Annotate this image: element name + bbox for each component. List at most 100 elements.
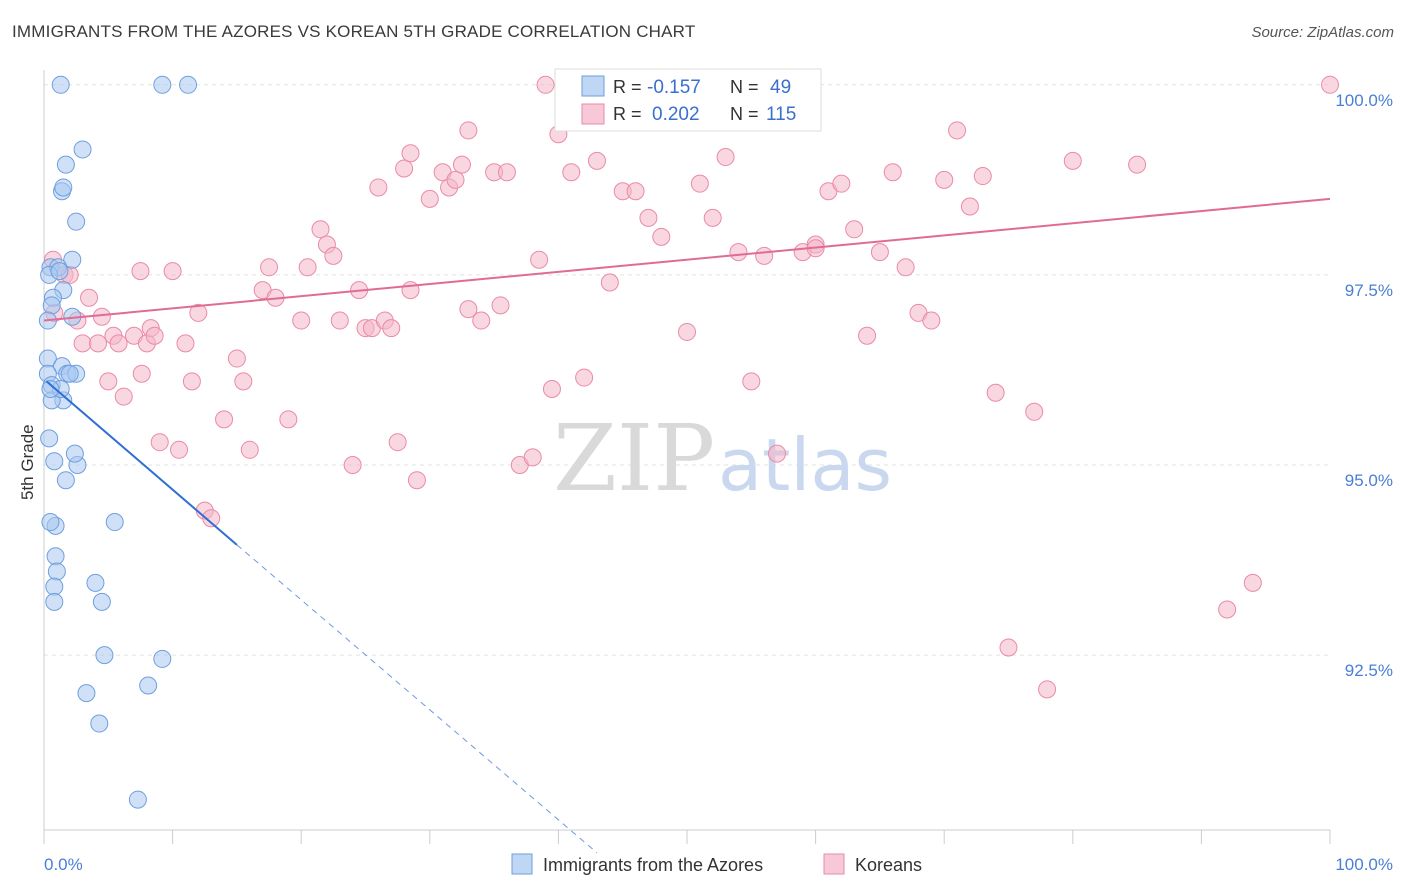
- korean-point: [240, 440, 259, 459]
- chart-title: IMMIGRANTS FROM THE AZORES VS KOREAN 5TH…: [12, 22, 696, 41]
- x-tick-label-max: 100.0%: [1335, 855, 1393, 874]
- korean-point: [948, 121, 967, 140]
- korean-point: [99, 372, 118, 391]
- azores-point: [54, 178, 73, 197]
- korean-point: [1063, 151, 1082, 170]
- korean-point: [542, 379, 561, 398]
- korean-point: [446, 170, 465, 189]
- azores-point: [67, 212, 86, 231]
- x-tick-labels: 0.0% 100.0%: [44, 855, 1393, 874]
- azores-point: [40, 429, 59, 448]
- y-tick-label: 95.0%: [1345, 471, 1393, 490]
- korean-point: [92, 307, 111, 326]
- korean-point: [73, 334, 92, 353]
- azores-point: [139, 676, 158, 695]
- korean-point: [131, 262, 150, 281]
- korean-point: [626, 182, 645, 201]
- korean-point: [227, 349, 246, 368]
- koreans-trend-line: [43, 197, 1331, 322]
- korean-point: [401, 144, 420, 163]
- korean-point: [311, 220, 330, 239]
- azores-point: [42, 296, 61, 315]
- korean-point: [215, 410, 234, 429]
- korean-point: [407, 471, 426, 490]
- korean-point: [279, 410, 298, 429]
- azores-point: [41, 513, 60, 532]
- stats-n-value-koreans: 115: [766, 104, 796, 125]
- azores-point: [86, 573, 105, 592]
- korean-point: [652, 227, 671, 246]
- azores-point: [50, 262, 69, 281]
- legend-label-koreans: Koreans: [855, 855, 922, 875]
- korean-point: [845, 220, 864, 239]
- azores-point: [41, 379, 60, 398]
- legend: Immigrants from the Azores Koreans: [511, 853, 922, 875]
- korean-point: [163, 262, 182, 281]
- stats-swatch-azores: [581, 75, 605, 97]
- korean-point: [986, 383, 1005, 402]
- korean-point: [536, 75, 555, 94]
- azores-point: [105, 513, 124, 532]
- y-tick-label: 97.5%: [1345, 281, 1393, 300]
- x-tick-label-min: 0.0%: [44, 855, 83, 874]
- korean-point: [497, 163, 516, 182]
- korean-point: [176, 334, 195, 353]
- korean-point: [114, 387, 133, 406]
- azores-point: [92, 592, 111, 611]
- azores-point: [46, 547, 65, 566]
- azores-point: [45, 452, 64, 471]
- korean-point: [973, 167, 992, 186]
- stats-n-label-koreans: N =: [730, 104, 759, 124]
- korean-point: [395, 159, 414, 178]
- korean-point: [202, 509, 221, 528]
- korean-point: [639, 208, 658, 227]
- azores-point: [45, 592, 64, 611]
- korean-point: [472, 311, 491, 330]
- korean-point: [883, 163, 902, 182]
- korean-point: [132, 364, 151, 383]
- azores-trend-line: [45, 380, 238, 546]
- legend-swatch-koreans: [823, 853, 845, 875]
- watermark-atlas: atlas: [718, 423, 892, 507]
- korean-point: [742, 372, 761, 391]
- korean-point: [1025, 402, 1044, 421]
- legend-label-azores: Immigrants from the Azores: [543, 855, 763, 875]
- azores-point: [56, 155, 75, 174]
- korean-point: [401, 281, 420, 300]
- korean-point: [690, 174, 709, 193]
- korean-point: [459, 121, 478, 140]
- korean-point: [523, 448, 542, 467]
- axes: [43, 70, 1331, 844]
- korean-point: [896, 258, 915, 277]
- azores-point: [63, 250, 82, 269]
- stats-r-value-koreans: 0.202: [652, 104, 700, 125]
- korean-point: [292, 311, 311, 330]
- stats-box: R = -0.157 N = 49 R = 0.202 N = 115: [554, 68, 822, 132]
- watermark-zip: ZIP: [553, 405, 715, 512]
- korean-point: [491, 296, 510, 315]
- source-label: Source: ZipAtlas.com: [1251, 24, 1394, 41]
- trend-lines: [43, 197, 1331, 854]
- korean-point: [369, 178, 388, 197]
- azores-trend-extension: [236, 544, 598, 854]
- korean-point: [452, 155, 471, 174]
- korean-point: [109, 334, 128, 353]
- korean-point: [575, 368, 594, 387]
- korean-point: [935, 170, 954, 189]
- azores-point: [73, 140, 92, 159]
- korean-point: [755, 246, 774, 265]
- korean-point: [182, 372, 201, 391]
- azores-point: [51, 75, 70, 94]
- korean-point: [562, 163, 581, 182]
- korean-point: [1038, 680, 1057, 699]
- korean-point: [587, 151, 606, 170]
- azores-point: [90, 714, 109, 733]
- korean-point: [999, 638, 1018, 657]
- korean-point: [382, 319, 401, 338]
- azores-point: [77, 684, 96, 703]
- legend-swatch-azores: [511, 853, 533, 875]
- stats-r-label-azores: R =: [613, 77, 642, 97]
- azores-point: [153, 649, 172, 668]
- korean-point: [678, 322, 696, 341]
- stats-r-label-koreans: R =: [613, 104, 642, 124]
